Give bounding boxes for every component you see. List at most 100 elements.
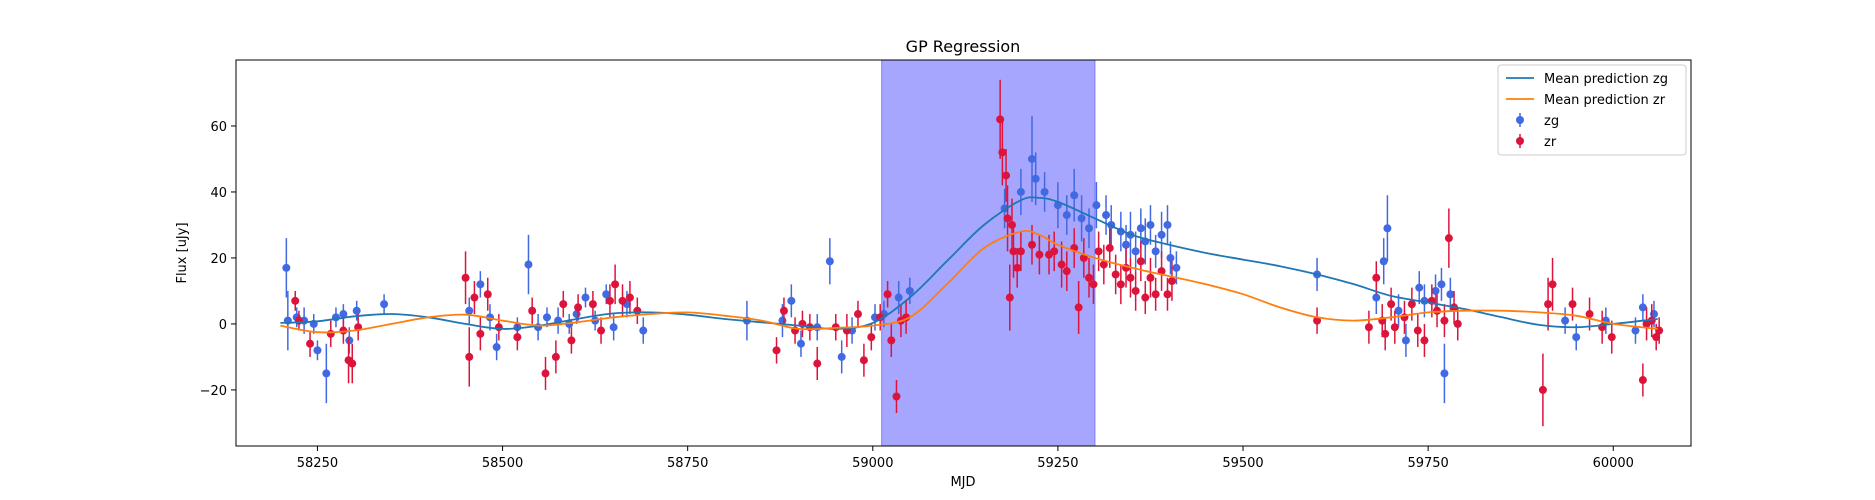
data-point [1364, 323, 1373, 332]
data-point [905, 286, 914, 295]
data-point [1062, 267, 1071, 276]
data-point [572, 310, 581, 319]
data-point [1077, 214, 1086, 223]
data-point [1027, 154, 1036, 163]
data-point [1415, 283, 1424, 292]
data-point [1453, 319, 1462, 328]
data-point [1548, 280, 1557, 289]
data-point [1005, 293, 1014, 302]
data-point [339, 310, 348, 319]
data-point [892, 392, 901, 401]
data-point [294, 316, 303, 325]
data-point [1372, 293, 1381, 302]
data-point [1122, 240, 1131, 249]
y-tick-label: 60 [210, 120, 227, 135]
data-point [998, 148, 1007, 157]
data-point [1102, 211, 1111, 220]
x-tick-label: 58750 [667, 456, 708, 471]
legend-label: Mean prediction zr [1544, 93, 1666, 108]
data-point [1437, 280, 1446, 289]
data-point [1538, 385, 1547, 394]
data-point [559, 300, 568, 309]
data-point [772, 346, 781, 355]
chart-title: GP Regression [906, 37, 1021, 56]
data-point [796, 339, 805, 348]
data-point [1089, 280, 1098, 289]
data-point [1031, 174, 1040, 183]
data-point [1151, 247, 1160, 256]
x-tick-label: 59750 [1407, 456, 1448, 471]
legend-swatch-marker [1516, 137, 1524, 145]
data-point [513, 333, 522, 342]
data-point [1016, 247, 1025, 256]
data-point [1151, 290, 1160, 299]
plot-frame [235, 59, 1692, 447]
data-point [611, 280, 620, 289]
data-point [609, 323, 618, 332]
data-point [1431, 286, 1440, 295]
data-point [1136, 224, 1145, 233]
data-point [1652, 333, 1661, 342]
data-point [883, 290, 892, 299]
y-tick-label: −20 [200, 384, 227, 399]
data-point [470, 293, 479, 302]
data-point [492, 343, 501, 352]
y-tick-label: 0 [219, 318, 227, 333]
data-point [1131, 286, 1140, 295]
data-point [313, 346, 322, 355]
data-point [625, 293, 634, 302]
series-line-mean-prediction-zg [280, 196, 1658, 330]
data-point [465, 306, 474, 315]
data-point [574, 303, 583, 312]
data-point [588, 300, 597, 309]
data-point [567, 336, 576, 345]
data-point [597, 326, 606, 335]
data-point [1027, 240, 1036, 249]
legend-label: Mean prediction zg [1544, 72, 1668, 87]
data-point [618, 296, 627, 305]
data-point [1074, 303, 1083, 312]
data-point [1035, 250, 1044, 259]
data-point [787, 296, 796, 305]
data-point [291, 296, 300, 305]
data-point [1572, 333, 1581, 342]
data-point [380, 300, 389, 309]
data-point [528, 306, 537, 315]
data-point [1105, 244, 1114, 253]
data-point [1420, 336, 1429, 345]
x-tick-label: 58500 [482, 456, 523, 471]
data-point [1013, 263, 1022, 272]
data-point [1440, 316, 1449, 325]
data-point [1050, 247, 1059, 256]
data-point [1638, 376, 1647, 385]
data-point [1126, 273, 1135, 282]
data-point [1383, 224, 1392, 233]
data-point [1002, 171, 1011, 180]
data-point [534, 323, 543, 332]
data-point [887, 336, 896, 345]
data-point [1561, 316, 1570, 325]
data-point [524, 260, 533, 269]
data-point [1172, 263, 1181, 272]
data-point [894, 293, 903, 302]
legend-box [1497, 64, 1687, 156]
data-point [1062, 211, 1071, 220]
data-point [1379, 257, 1388, 266]
data-point [1655, 326, 1664, 335]
y-tick-label: 20 [210, 252, 227, 267]
series-line-mean-prediction-zr [280, 229, 1658, 334]
data-point [1146, 273, 1155, 282]
data-point [1544, 300, 1553, 309]
data-point [1116, 280, 1125, 289]
data-point [1085, 224, 1094, 233]
data-point [867, 333, 876, 342]
data-point [1070, 191, 1079, 200]
data-point [322, 369, 331, 378]
data-point [461, 273, 470, 282]
data-point [1638, 303, 1647, 312]
legend-swatch-marker [1516, 116, 1524, 124]
data-point [602, 290, 611, 299]
data-point [1313, 316, 1322, 325]
data-point [779, 306, 788, 315]
